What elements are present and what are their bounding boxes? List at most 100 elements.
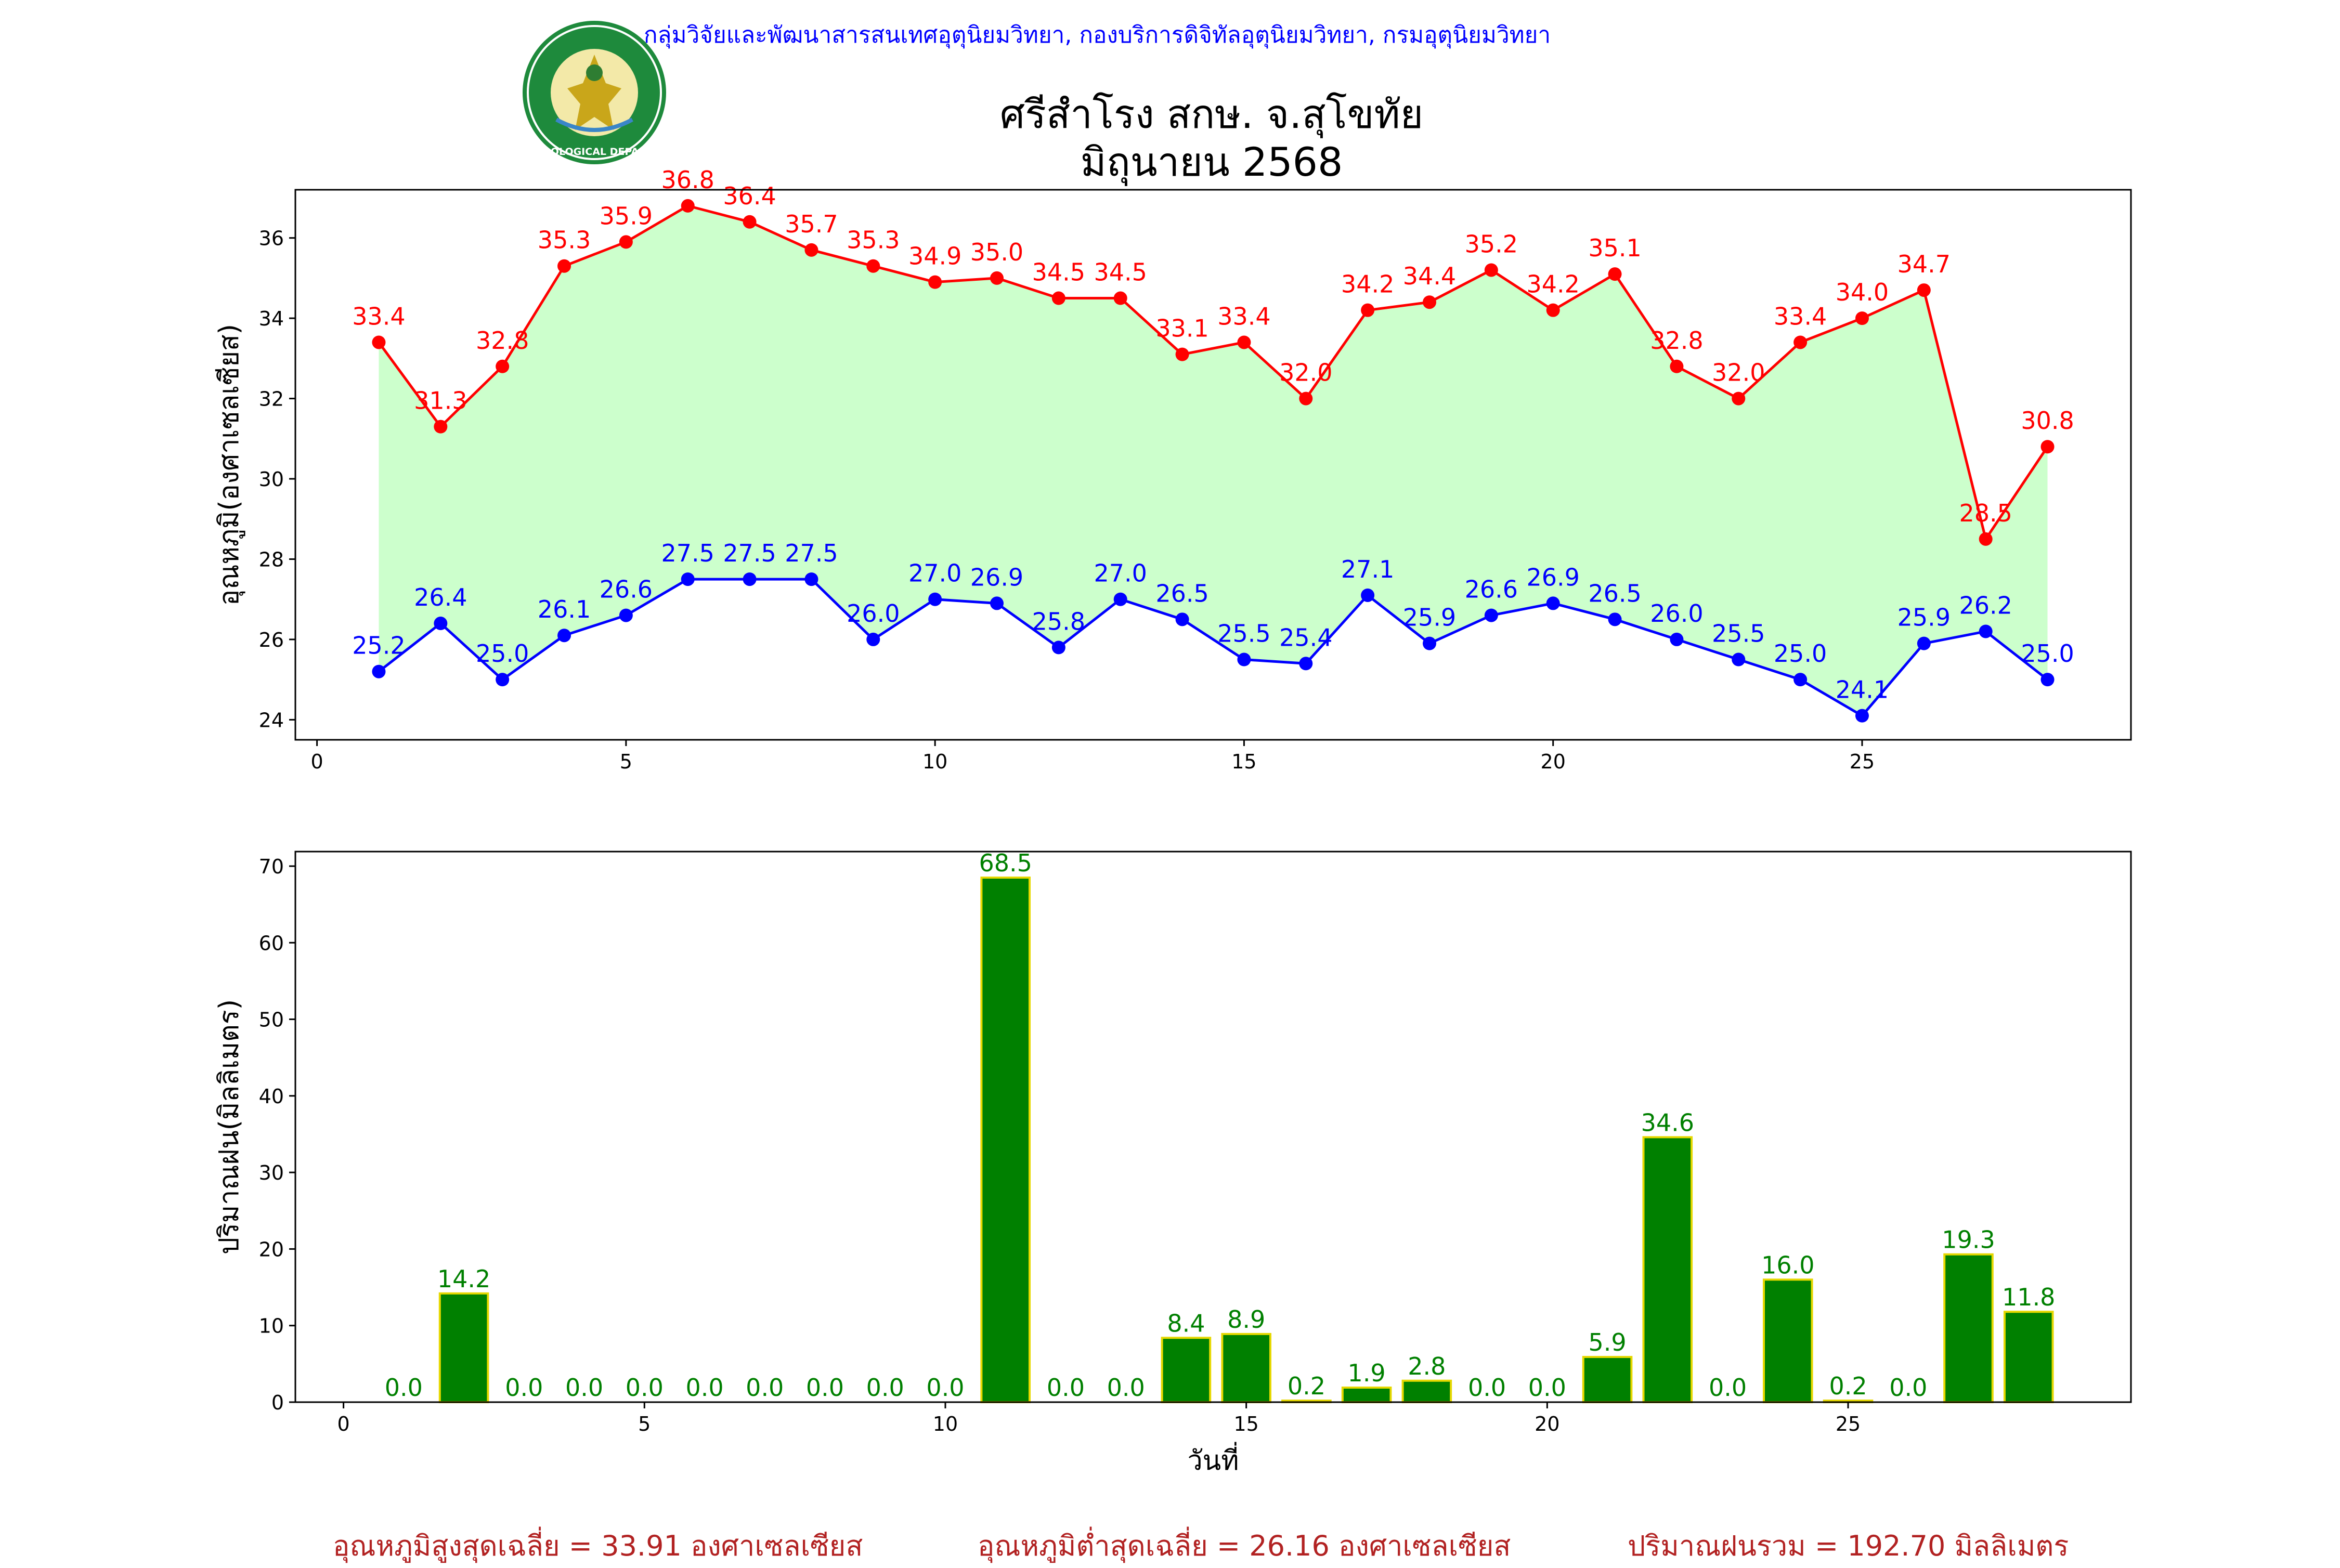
max-temp-point (1546, 303, 1560, 317)
min-temp-data-label: 25.5 (1217, 620, 1270, 648)
logo-text: METEOROLOGICAL DEPARTMENT (504, 146, 684, 158)
min-temp-point (1175, 612, 1189, 626)
min-temp-point (1484, 608, 1498, 622)
max-temp-point (1484, 263, 1498, 277)
rainfall-data-label: 0.0 (565, 1374, 603, 1402)
max-temp-point (1608, 267, 1622, 281)
max-temp-data-label: 33.4 (1774, 302, 1827, 330)
rain-y-tick-label: 20 (259, 1238, 284, 1261)
rainfall-bar (1341, 1387, 1392, 1404)
rainfall-data-label: 0.0 (746, 1374, 784, 1402)
rain-x-tick-label: 10 (933, 1413, 958, 1435)
temp-x-tick-label: 25 (1850, 750, 1875, 773)
min-temp-data-label: 26.9 (1526, 563, 1579, 591)
footer-total-rainfall: ปริมาณฝนรวม = 192.70 มิลลิเมตร (1628, 1530, 2069, 1562)
rainfall-bar (1642, 1136, 1693, 1403)
min-temp-data-label: 27.5 (723, 539, 776, 567)
rainfall-bar (980, 877, 1031, 1403)
temp-y-tick-label: 34 (259, 307, 284, 330)
max-temp-data-label: 36.4 (723, 182, 776, 210)
max-temp-data-label: 35.0 (970, 238, 1023, 266)
min-temp-data-label: 27.5 (785, 539, 838, 567)
rainfall-data-label: 0.0 (806, 1374, 844, 1402)
rainfall-data-label: 2.8 (1408, 1352, 1446, 1380)
min-temp-data-label: 25.2 (352, 632, 405, 660)
temp-y-tick-label: 26 (259, 629, 284, 651)
max-temp-data-label: 33.1 (1155, 315, 1208, 343)
temperature-chart: 33.431.332.835.335.936.836.435.735.334.9… (214, 166, 2132, 773)
min-temp-point (557, 629, 571, 643)
min-temp-point (1793, 673, 1808, 687)
max-temp-point (743, 215, 757, 229)
min-temp-point (2040, 673, 2055, 687)
max-temp-data-label: 31.3 (414, 387, 467, 415)
max-temp-data-label: 34.0 (1836, 278, 1889, 306)
min-temp-data-label: 25.0 (2021, 639, 2074, 668)
max-temp-point (866, 259, 880, 273)
rainfall-data-label: 0.0 (1528, 1374, 1566, 1402)
rain-y-tick-label: 40 (259, 1085, 284, 1108)
rainfall-data-label: 0.0 (1468, 1374, 1506, 1402)
max-temp-data-label: 35.7 (785, 210, 838, 238)
min-temp-data-label: 27.5 (661, 539, 714, 567)
min-temp-data-label: 25.9 (1403, 604, 1456, 632)
min-temp-data-label: 26.9 (970, 563, 1023, 591)
max-temp-data-label: 32.0 (1712, 359, 1765, 387)
min-temp-point (1670, 632, 1684, 646)
min-temp-line (378, 578, 2049, 717)
rain-x-tick-label: 5 (638, 1413, 651, 1435)
max-temp-data-label: 30.8 (2021, 407, 2074, 435)
min-temp-point (1299, 657, 1313, 671)
max-temp-data-label: 35.3 (538, 226, 591, 254)
min-temp-data-label: 26.2 (1959, 591, 2012, 619)
min-temp-data-label: 25.0 (476, 639, 529, 668)
max-temp-point (1175, 347, 1189, 361)
rainfall-data-label: 8.4 (1167, 1309, 1205, 1337)
rainfall-bar (1943, 1253, 1994, 1404)
min-temp-data-label: 26.5 (1155, 579, 1208, 607)
max-temp-point (434, 420, 448, 434)
temp-x-tick-label: 15 (1231, 750, 1256, 773)
max-temp-data-label: 34.2 (1341, 270, 1394, 298)
temp-x-tick-label: 10 (922, 750, 947, 773)
min-temp-data-label: 25.9 (1897, 604, 1951, 632)
rainfall-data-label: 0.0 (1709, 1374, 1747, 1402)
min-temp-point (1237, 652, 1251, 667)
rainfall-data-label: 5.9 (1589, 1328, 1627, 1356)
min-temp-point (928, 592, 942, 606)
temp-x-tick-label: 20 (1541, 750, 1566, 773)
rainfall-data-label: 0.0 (1889, 1374, 1927, 1402)
rain-x-tick-label: 20 (1535, 1413, 1559, 1435)
temp-y-tick-label: 28 (259, 548, 284, 571)
rainfall-bar (438, 1292, 489, 1403)
max-temp-point (1917, 283, 1931, 297)
max-temp-point (1051, 291, 1065, 305)
rain-x-tick-label: 25 (1836, 1413, 1861, 1435)
max-temp-data-label: 34.4 (1403, 262, 1456, 290)
max-temp-data-label: 28.5 (1959, 499, 2012, 527)
rainfall-data-label: 68.5 (979, 849, 1032, 877)
min-temp-data-label: 27.0 (1094, 559, 1147, 587)
min-temp-data-label: 26.0 (1650, 599, 1703, 628)
rain-y-tick-label: 50 (259, 1009, 284, 1031)
max-temp-point (1299, 391, 1313, 406)
rain-y-tick-label: 60 (259, 932, 284, 955)
max-temp-point (557, 259, 571, 273)
max-temp-point (1670, 359, 1684, 373)
min-temp-point (804, 572, 818, 586)
department-logo: METEOROLOGICAL DEPARTMENT (504, 21, 684, 164)
rainfall-bar (1221, 1332, 1271, 1404)
min-temp-data-label: 26.6 (600, 576, 653, 604)
min-temp-point (1113, 592, 1127, 606)
max-temp-point (2040, 440, 2055, 454)
min-temp-data-label: 26.4 (414, 583, 467, 611)
rain-y-tick-label: 0 (271, 1391, 284, 1414)
max-temp-data-label: 35.1 (1588, 234, 1641, 262)
min-temp-point (619, 608, 633, 622)
min-temp-data-label: 27.1 (1341, 555, 1394, 583)
rainfall-data-label: 0.0 (1107, 1374, 1145, 1402)
rain-y-tick-label: 10 (259, 1315, 284, 1338)
max-temp-point (1237, 335, 1251, 349)
min-temp-data-label: 25.8 (1032, 607, 1085, 635)
